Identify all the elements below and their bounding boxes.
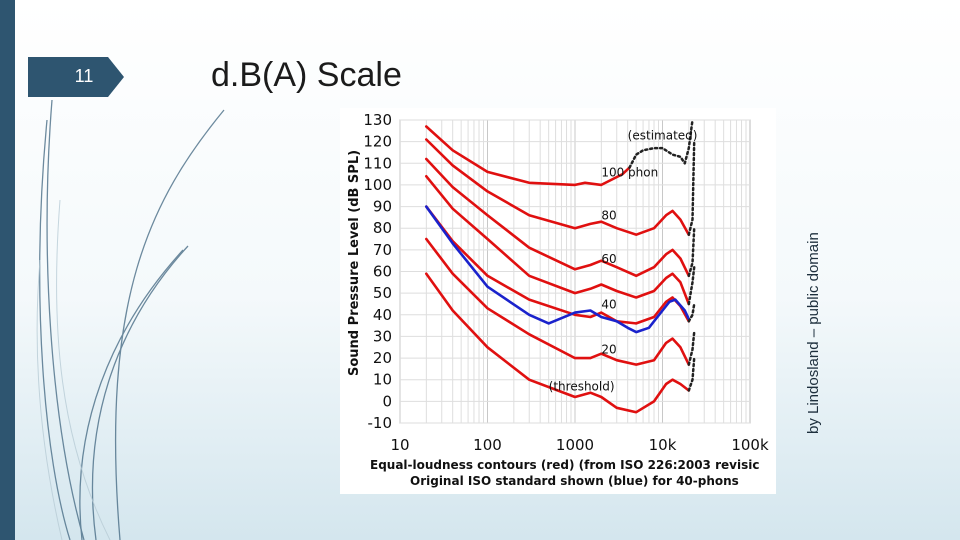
y-tick-label: 90 xyxy=(373,198,392,216)
equal-loudness-contour xyxy=(425,205,691,325)
y-tick-label: -10 xyxy=(368,414,393,432)
chart-annotations: (estimated) 100 phon 80 60 40 20 (threshold) xyxy=(549,128,698,393)
estimated-contour xyxy=(687,356,696,392)
y-axis-title: Sound Pressure Level (dB SPL) xyxy=(347,150,362,376)
y-tick-label: 30 xyxy=(373,327,392,345)
x-tick-label: 100k xyxy=(731,436,769,454)
y-tick-label: 60 xyxy=(373,263,392,281)
y-tick-label: 20 xyxy=(373,349,392,367)
x-tick-label: 10 xyxy=(390,436,409,454)
contour-label: 40 xyxy=(601,297,616,311)
y-tick-label: 70 xyxy=(373,241,392,259)
slide-title: d.B(A) Scale xyxy=(211,56,402,94)
contour-label: (estimated) xyxy=(628,128,698,142)
contour-label: 20 xyxy=(601,343,616,357)
y-tick-label: 130 xyxy=(363,111,392,129)
equal-loudness-contour xyxy=(425,138,691,236)
equal-loudness-contour xyxy=(425,272,691,414)
y-tick-label: 10 xyxy=(373,371,392,389)
y-tick-label: 120 xyxy=(363,133,392,151)
caption-line-2: Original ISO standard shown (blue) for 4… xyxy=(410,474,739,488)
contour-label: 80 xyxy=(601,209,616,223)
x-tick-label: 1000 xyxy=(556,436,594,454)
chart-curves xyxy=(425,118,696,414)
x-tick-label: 10k xyxy=(649,436,677,454)
equal-loudness-contour xyxy=(425,125,631,187)
estimated-contour xyxy=(687,330,696,366)
equal-loudness-chart: 130 120 110 100 90 80 70 60 50 40 30 20 10 0 -10 10 100… xyxy=(340,108,776,494)
caption-line-1: Equal-loudness contours (red) (from ISO … xyxy=(370,458,759,472)
slide-number-badge xyxy=(28,57,124,97)
contour-label: 100 phon xyxy=(601,165,658,179)
estimated-contour xyxy=(628,118,694,169)
image-attribution: by Lindosland – public domain xyxy=(805,232,822,434)
estimated-contour xyxy=(687,302,696,323)
y-tick-label: 110 xyxy=(363,154,392,172)
slide-number: 11 xyxy=(74,66,94,86)
equal-loudness-contour xyxy=(425,175,691,306)
original-iso-40-phon-curve xyxy=(425,205,691,334)
y-tick-label: 0 xyxy=(382,392,392,410)
y-tick-label: 80 xyxy=(373,219,392,237)
x-tick-labels: 10 100 1000 10k 100k xyxy=(390,436,769,454)
y-tick-label: 100 xyxy=(363,176,392,194)
contour-label: (threshold) xyxy=(549,380,615,394)
x-tick-label: 100 xyxy=(473,436,502,454)
y-tick-label: 40 xyxy=(373,306,392,324)
estimated-contour xyxy=(687,140,696,236)
equal-loudness-contour xyxy=(425,157,691,278)
left-sidebar-bar xyxy=(0,0,15,540)
chart-grid xyxy=(399,119,751,424)
estimated-contour xyxy=(687,265,696,306)
y-tick-label: 50 xyxy=(373,284,392,302)
contour-label: 60 xyxy=(601,252,616,266)
estimated-contour xyxy=(687,226,696,278)
equal-loudness-contour xyxy=(425,237,691,366)
